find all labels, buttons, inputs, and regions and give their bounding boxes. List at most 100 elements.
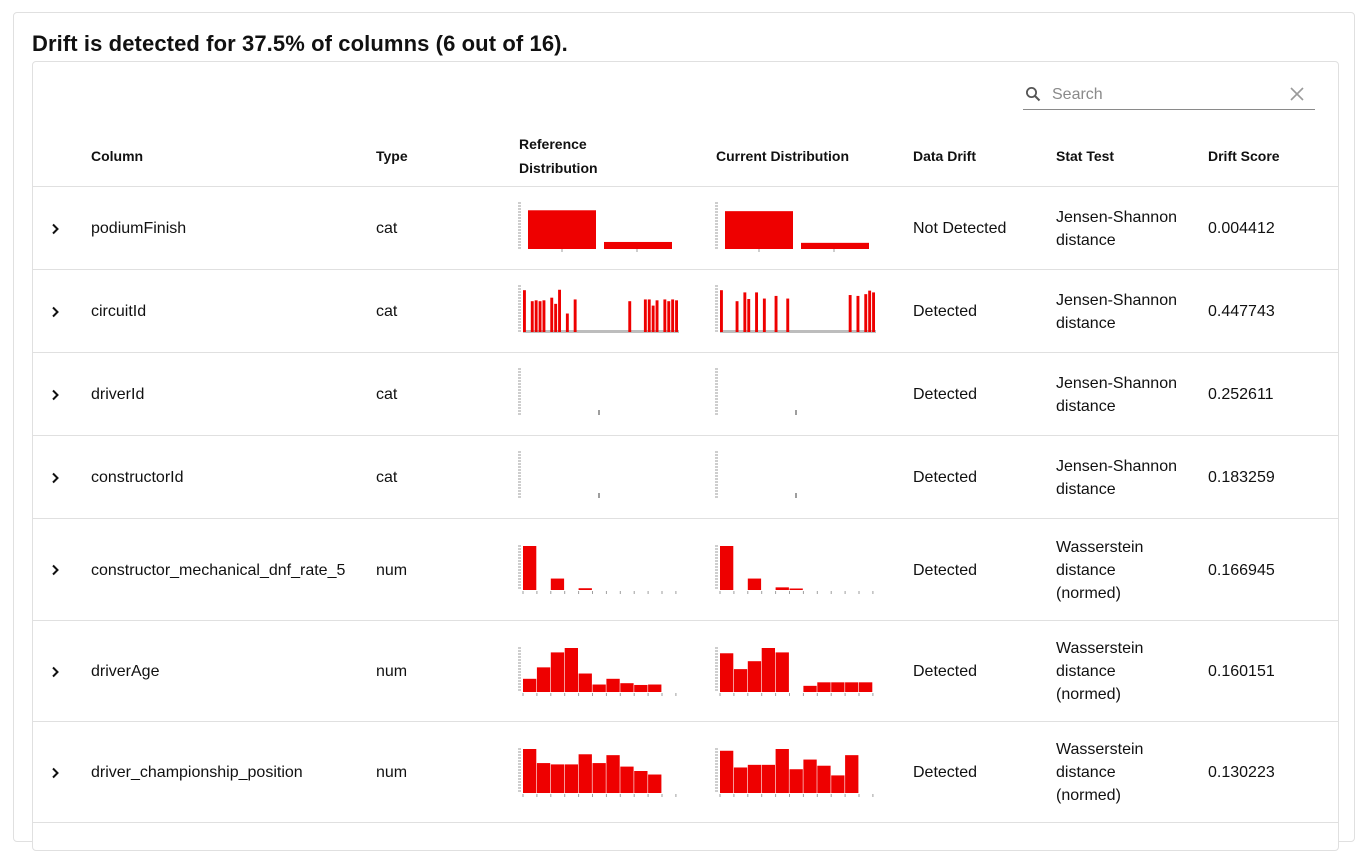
header-column[interactable]: Column — [91, 148, 144, 164]
distribution-bar — [817, 765, 831, 793]
distribution-bar — [735, 300, 739, 332]
header-type[interactable]: Type — [376, 148, 408, 164]
distribution-bar — [564, 763, 578, 793]
distribution-bar — [720, 750, 734, 793]
column-type: cat — [376, 303, 398, 320]
distribution-bar — [573, 298, 577, 332]
distribution-bar — [743, 291, 747, 332]
distribution-bar — [864, 293, 868, 332]
x-axis-baseline — [720, 329, 876, 333]
chevron-right-icon[interactable] — [47, 221, 63, 237]
search-box — [1023, 80, 1315, 110]
distribution-bar — [667, 300, 671, 332]
stat-test: Jensen-Shannon distance — [1056, 289, 1177, 335]
search-input[interactable] — [1050, 82, 1284, 108]
distribution-bar — [720, 652, 734, 692]
distribution-bar — [536, 666, 551, 692]
header-current-distribution: Current Distribution — [716, 148, 849, 164]
column-type: cat — [376, 386, 398, 403]
current-distribution-chart — [715, 748, 874, 797]
table-row[interactable]: driverId cat Detected Jensen-Shannon distanc… — [33, 353, 1339, 436]
distribution-bar — [845, 681, 859, 692]
distribution-bar — [775, 651, 789, 692]
column-type: num — [376, 764, 408, 781]
drift-status: Detected — [913, 469, 978, 486]
header-reference-distribution: Reference Distribution — [519, 132, 598, 180]
distribution-bar — [671, 298, 675, 332]
y-axis-ticks — [715, 285, 718, 331]
distribution-bar — [550, 578, 565, 590]
reference-distribution-chart — [518, 647, 677, 696]
distribution-bar — [523, 546, 537, 590]
current-distribution-chart — [715, 451, 797, 498]
distribution-bar — [538, 300, 542, 332]
stat-test-line: distance — [1056, 663, 1116, 680]
drift-status: Detected — [913, 663, 978, 680]
stat-test-line: distance — [1056, 397, 1116, 415]
table-row[interactable]: circuitId cat Detected Jensen-Shannon distan… — [33, 270, 1339, 353]
current-distribution-chart — [715, 202, 869, 252]
distribution-bar — [536, 762, 551, 793]
distribution-bar — [643, 298, 647, 332]
column-name: constructor_mechanical_dnf_rate_5 — [91, 561, 346, 579]
table-row[interactable]: constructor_mechanical_dnf_rate_5 num Dete… — [33, 519, 1339, 621]
header-data-drift[interactable]: Data Drift — [913, 148, 977, 164]
distribution-bar — [755, 291, 758, 332]
table-row[interactable]: driverAge num Detected Wasserstein distance (… — [33, 621, 1339, 722]
table-row[interactable]: driver_championship_position num Detected W… — [33, 722, 1339, 823]
drift-score: 0.130223 — [1208, 764, 1275, 781]
distribution-bar — [801, 242, 869, 249]
distribution-bar — [675, 299, 678, 332]
stat-test: Jensen-Shannon distance — [1056, 206, 1177, 252]
y-axis-ticks — [518, 647, 521, 690]
stat-test-line: Jensen-Shannon — [1056, 291, 1177, 309]
distribution-bar — [856, 295, 860, 332]
distribution-bar — [761, 647, 775, 692]
table-row[interactable]: constructorId cat Detected Jensen-Shannon di… — [33, 436, 1339, 519]
distribution-bar — [598, 492, 600, 498]
chevron-right-icon[interactable] — [47, 562, 63, 578]
header-stat-test[interactable]: Stat Test — [1056, 148, 1115, 164]
search-icon — [1026, 87, 1041, 102]
distribution-bar — [655, 299, 659, 332]
reference-distribution-chart — [518, 748, 677, 797]
drift-score: 0.160151 — [1208, 663, 1275, 680]
column-name: driverId — [91, 386, 145, 403]
drift-status: Detected — [913, 303, 978, 320]
distribution-bar — [848, 294, 852, 332]
current-distribution-chart — [715, 285, 876, 333]
stat-test: Wasserstein distance (normed) — [1056, 536, 1143, 605]
current-distribution-chart — [715, 368, 797, 415]
drift-status: Detected — [913, 764, 978, 781]
table-row[interactable]: podiumFinish cat Not Detected Jensen-Shanno… — [33, 187, 1339, 270]
distribution-bar — [578, 673, 592, 692]
header-divider — [33, 186, 1339, 187]
drift-score: 0.252611 — [1208, 386, 1274, 403]
distribution-bar — [725, 210, 793, 249]
chevron-right-icon[interactable] — [47, 664, 63, 680]
chevron-right-icon[interactable] — [47, 304, 63, 320]
y-axis-ticks — [518, 545, 521, 589]
header-reference-line-2: Distribution — [519, 160, 598, 176]
y-axis-ticks — [518, 748, 521, 791]
y-axis-ticks — [715, 202, 718, 248]
close-icon[interactable] — [1290, 87, 1304, 101]
distribution-bar — [620, 682, 634, 692]
chevron-right-icon[interactable] — [47, 765, 63, 781]
column-name: podiumFinish — [91, 220, 187, 237]
distribution-bar — [534, 299, 538, 332]
distribution-bar — [523, 289, 526, 332]
distribution-bar — [775, 748, 789, 793]
header-drift-score[interactable]: Drift Score — [1208, 148, 1280, 164]
column-type: num — [376, 663, 408, 680]
stat-test-line: Wasserstein — [1056, 538, 1144, 556]
column-name: constructorId — [91, 469, 184, 486]
stat-test-line: distance — [1056, 231, 1116, 249]
drift-score: 0.004412 — [1208, 220, 1275, 237]
chevron-right-icon[interactable] — [47, 387, 63, 403]
drift-summary-heading: Drift is detected for 37.5% of columns (… — [32, 31, 568, 56]
distribution-bar — [542, 299, 546, 332]
drift-score: 0.447743 — [1208, 303, 1275, 320]
distribution-bar — [565, 313, 569, 332]
chevron-right-icon[interactable] — [47, 470, 63, 486]
